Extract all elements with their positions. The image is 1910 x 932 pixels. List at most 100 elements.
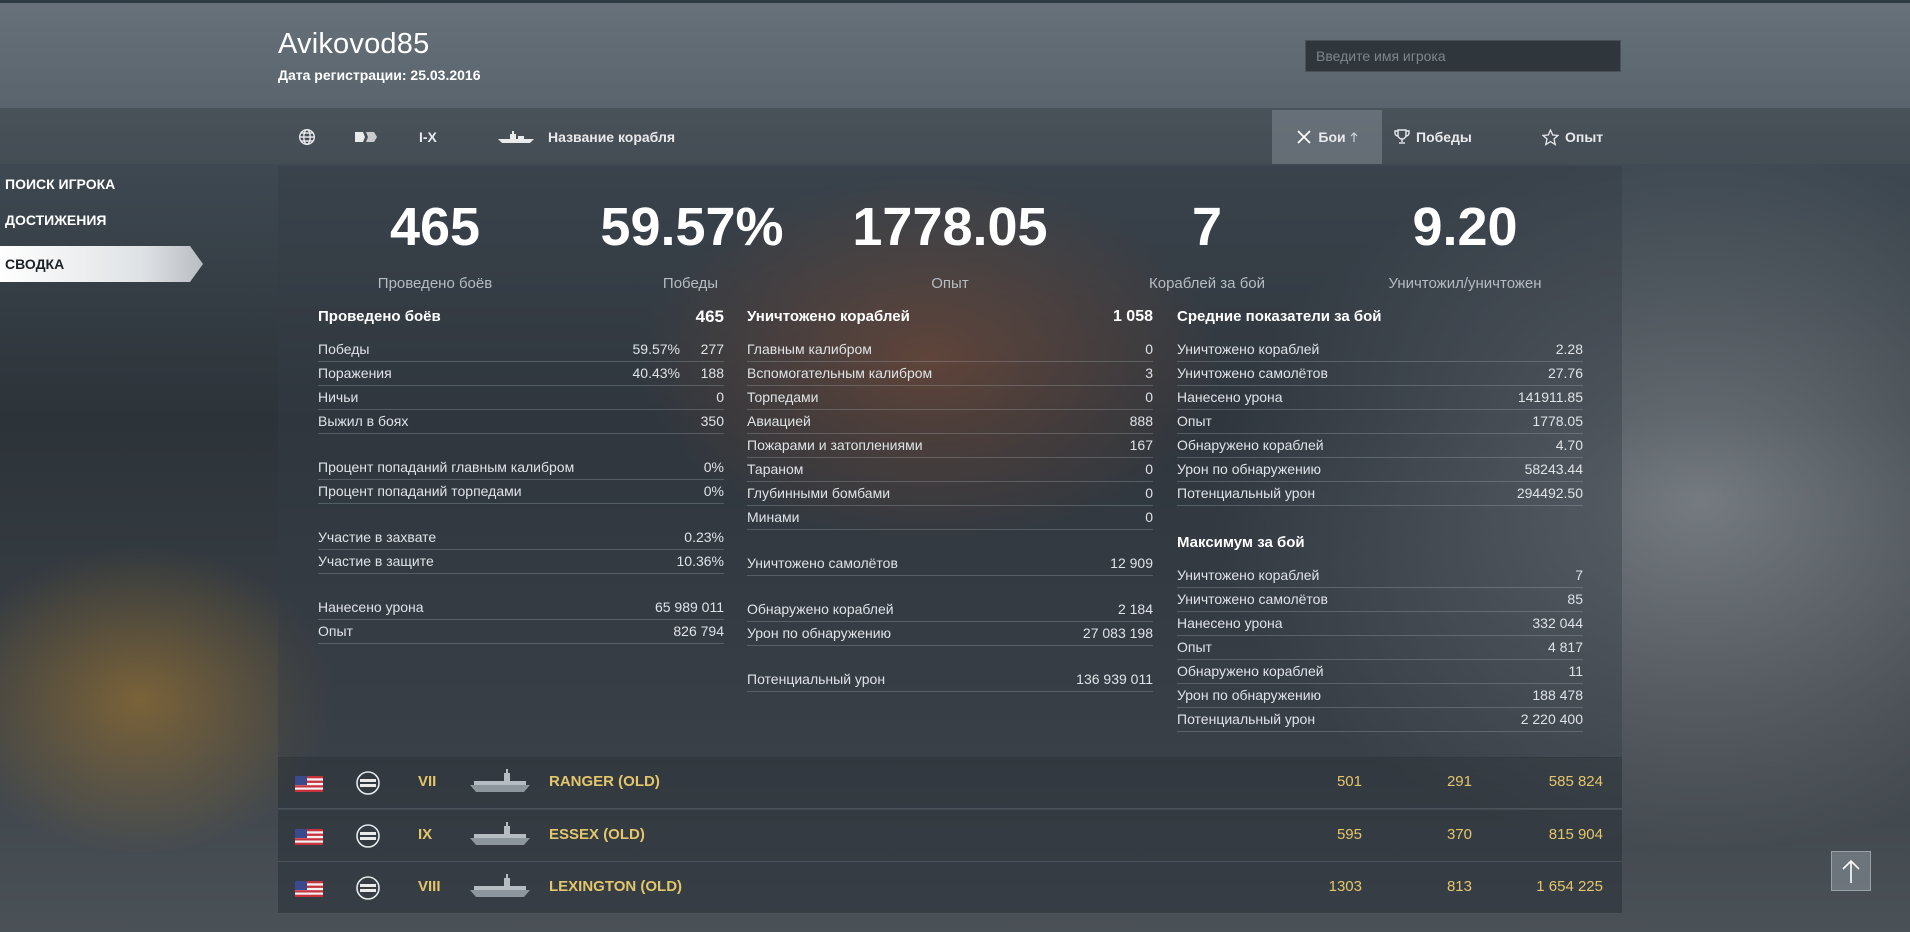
summary-kd-label: Уничтожил/уничтожен (1388, 275, 1542, 292)
tier-filter-label: I-X (419, 129, 437, 145)
stat-row-ram-kills: Тараном 0 (747, 458, 1153, 482)
ship-type-icon (354, 130, 378, 144)
scroll-to-top-button[interactable] (1831, 851, 1871, 891)
ship-wins: 813 (1446, 878, 1472, 895)
ship-battles: 595 (1336, 826, 1362, 843)
avg-row-planes-destroyed: Уничтожено самолётов 27.76 (1177, 362, 1583, 386)
stat-row-losses: Поражения 40.43% 188 (318, 362, 724, 386)
ship-name: LEXINGTON (OLD) (549, 878, 683, 895)
max-row-exp: Опыт 4 817 (1177, 636, 1583, 660)
avg-row-potential-damage: Потенциальный урон 294492.50 (1177, 482, 1583, 506)
registration-label: Дата регистрации: (278, 67, 407, 83)
stat-row-damage: Нанесено урона 65 989 011 (318, 596, 724, 620)
battles-stats-header: Проведено боёв 465 (318, 307, 724, 326)
stat-row-fire-flood-kills: Пожарами и затоплениями 167 (747, 434, 1153, 458)
stat-row-ships-spotted: Обнаружено кораблей 2 184 (747, 598, 1153, 622)
registration-value: 25.03.2016 (410, 67, 481, 83)
stat-row-main-hit: Процент попаданий главным калибром 0% (318, 456, 724, 480)
ship-battles: 501 (1336, 773, 1362, 790)
stat-row-spotting-damage: Урон по обнаружению 27 083 198 (747, 622, 1153, 646)
stat-row-survived: Выжил в боях 350 (318, 410, 724, 434)
usa-flag-icon (295, 829, 323, 845)
ship-name-filter[interactable]: Название корабля (498, 110, 675, 164)
avg-row-exp: Опыт 1778.05 (1177, 410, 1583, 434)
sidebar: ПОИСК ИГРОКА ДОСТИЖЕНИЯ СВОДКА (0, 170, 210, 282)
sort-exp-label: Опыт (1565, 129, 1604, 145)
summary-wins-label: Победы (662, 275, 718, 292)
aircraft-carrier-class-icon (356, 771, 380, 795)
top-strip (0, 0, 1910, 3)
ship-tier: VII (418, 773, 437, 790)
arrow-up-icon (1842, 859, 1860, 883)
sort-battles-label: Бои (1318, 129, 1346, 145)
sort-wins-button[interactable]: Победы (1394, 110, 1472, 164)
max-stats-header: Максимум за бой (1177, 534, 1305, 551)
trophy-icon (1394, 128, 1410, 146)
sidebar-item-achievements[interactable]: ДОСТИЖЕНИЯ (5, 212, 107, 228)
stat-row-wins: Победы 59.57% 277 (318, 338, 724, 362)
stat-row-capture: Участие в захвате 0.23% (318, 526, 724, 550)
summary-battles-value: 465 (389, 197, 481, 257)
ship-type-filter[interactable] (354, 110, 384, 164)
filter-bar-content: I-X Название корабля Бои Победы Опыт (278, 110, 1622, 164)
kills-stats-header: Уничтожено кораблей 1 058 (747, 308, 1153, 325)
star-icon (1542, 128, 1559, 146)
aircraft-carrier-class-icon (356, 824, 380, 848)
nation-filter[interactable] (298, 110, 324, 164)
stat-row-torp-hit: Процент попаданий торпедами 0% (318, 480, 724, 504)
summary-exp-label: Опыт (931, 275, 969, 292)
avg-row-spotting-damage: Урон по обнаружению 58243.44 (1177, 458, 1583, 482)
sort-exp-button[interactable]: Опыт (1542, 110, 1603, 164)
stat-row-defense: Участие в защите 10.36% (318, 550, 724, 574)
stat-row-depth-charge-kills: Глубинными бомбами 0 (747, 482, 1153, 506)
summary-ships-per-battle-label: Кораблей за бой (1148, 275, 1266, 292)
max-row-planes-destroyed: Уничтожено самолётов 85 (1177, 588, 1583, 612)
ship-silhouette-icon (470, 874, 530, 897)
avg-row-damage: Нанесено урона 141911.85 (1177, 386, 1583, 410)
sort-battles-button[interactable]: Бои (1272, 110, 1382, 164)
sidebar-item-summary[interactable]: СВОДКА (0, 246, 203, 282)
ship-wins: 370 (1446, 826, 1472, 843)
ship-tier: VIII (418, 878, 441, 895)
summary-wins-value: 59.57% (600, 197, 784, 257)
max-row-spotting-damage: Урон по обнаружению 188 478 (1177, 684, 1583, 708)
avg-row-ships-destroyed: Уничтожено кораблей 2.28 (1177, 338, 1583, 362)
ship-battles: 1303 (1328, 878, 1362, 895)
ship-exp: 1 654 225 (1536, 878, 1603, 895)
stat-row-secondary-kills: Вспомогательным калибром 3 (747, 362, 1153, 386)
cross-swords-icon (1296, 129, 1312, 145)
globe-icon (298, 128, 316, 146)
ship-exp: 815 904 (1548, 826, 1603, 843)
stat-row-mine-kills: Минами 0 (747, 506, 1153, 530)
ship-row-essex[interactable]: IX ESSEX (OLD) 595 370 815 904 (278, 810, 1622, 862)
summary-exp-value: 1778.05 (852, 197, 1048, 257)
ship-name-filter-label: Название корабля (548, 129, 676, 145)
player-search-input[interactable] (1305, 40, 1621, 72)
ship-name: RANGER (OLD) (549, 773, 660, 790)
tier-filter[interactable]: I-X (419, 110, 437, 164)
sort-arrow-up-icon (1350, 132, 1358, 142)
sort-wins-label: Победы (1416, 129, 1472, 145)
ship-exp: 585 824 (1548, 773, 1603, 790)
max-row-ships-spotted: Обнаружено кораблей 11 (1177, 660, 1583, 684)
stat-row-aviation-kills: Авиацией 888 (747, 410, 1153, 434)
max-row-potential-damage: Потенциальный урон 2 220 400 (1177, 708, 1583, 732)
average-stats-header: Средние показатели за бой (1177, 308, 1382, 325)
summary-kd-value: 9.20 (1412, 197, 1518, 257)
ship-silhouette-icon (470, 769, 530, 792)
stat-row-torpedo-kills: Торпедами 0 (747, 386, 1153, 410)
ship-row-lexington[interactable]: VIII LEXINGTON (OLD) 1303 813 1 654 225 (278, 862, 1622, 914)
ship-name: ESSEX (OLD) (549, 826, 645, 843)
summary-battles-label: Проведено боёв (377, 275, 493, 292)
stat-row-potential-damage: Потенциальный урон 136 939 011 (747, 668, 1153, 692)
max-row-damage: Нанесено урона 332 044 (1177, 612, 1583, 636)
per-battle-stats-column: Средние показатели за бой Уничтожено кор… (1177, 306, 1583, 732)
player-name: Avikovod85 (278, 28, 430, 60)
stat-row-planes-destroyed: Уничтожено самолётов 12 909 (747, 552, 1153, 576)
ship-tier: IX (418, 826, 433, 843)
sidebar-item-player-search[interactable]: ПОИСК ИГРОКА (5, 176, 116, 192)
avg-row-ships-spotted: Обнаружено кораблей 4.70 (1177, 434, 1583, 458)
battles-stats-column: Проведено боёв 465 Победы 59.57% 277 Пор… (318, 306, 724, 644)
ship-row-ranger[interactable]: VII RANGER (OLD) 501 291 585 824 (278, 757, 1622, 809)
stats-panel (278, 166, 1622, 758)
